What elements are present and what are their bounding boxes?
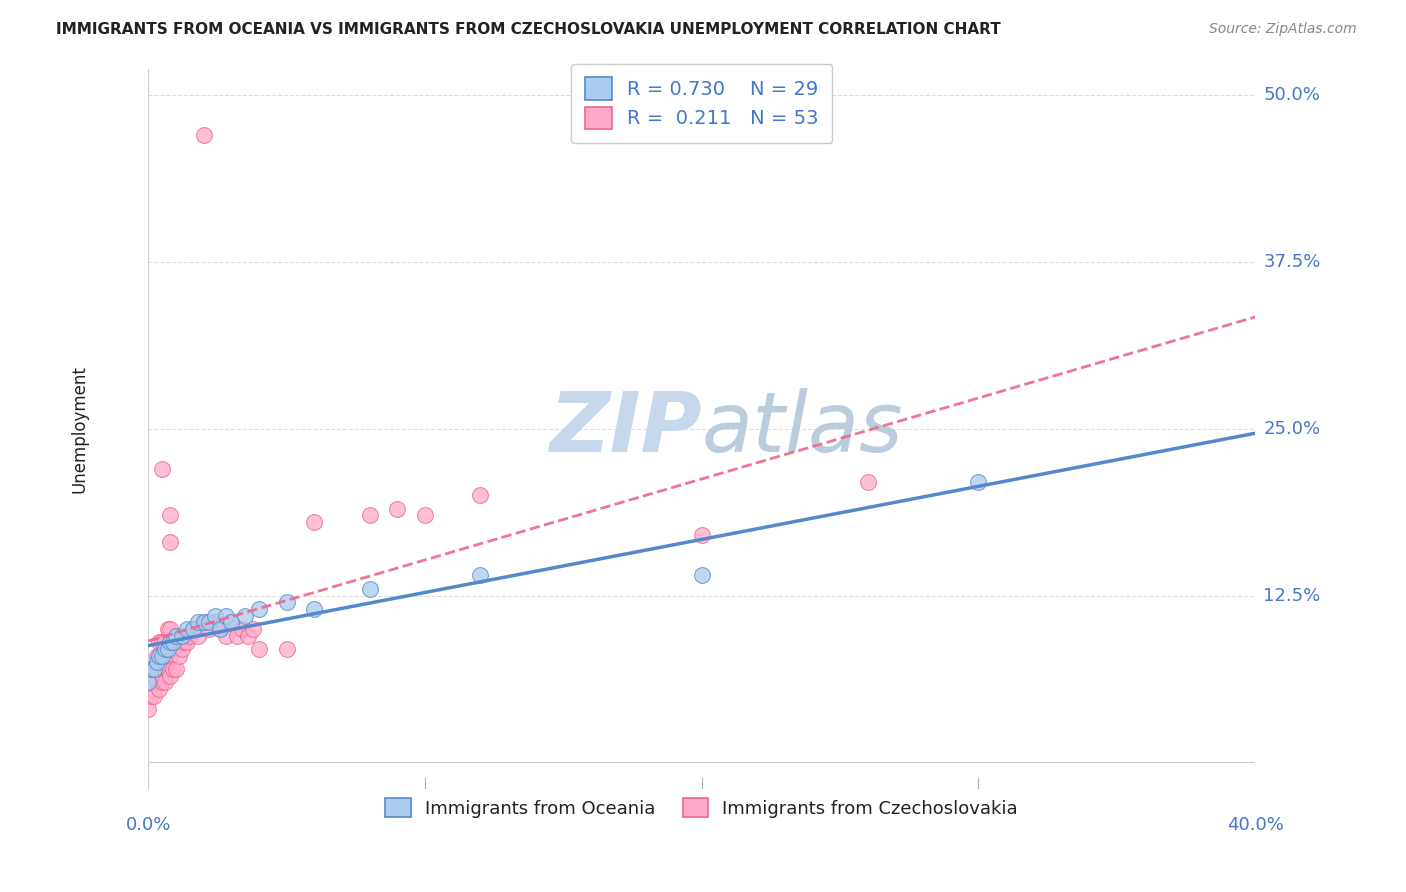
Point [150,462,173,476]
Point [145,655,167,669]
Point [156,662,179,676]
Point [247,641,270,656]
Point [173,635,195,649]
Point [413,508,436,523]
Point [162,641,184,656]
Point [193,615,215,630]
Point [162,635,184,649]
Point [167,648,190,663]
Point [142,689,165,703]
Point [159,648,181,663]
Point [138,702,160,716]
Point [304,515,326,529]
Point [165,635,187,649]
Point [247,602,270,616]
Point [145,648,167,663]
Point [204,608,226,623]
Text: Source: ZipAtlas.com: Source: ZipAtlas.com [1209,22,1357,37]
Point [165,628,187,642]
Point [159,535,181,549]
Point [181,622,204,636]
Point [159,622,181,636]
Point [153,655,176,669]
Point [276,641,298,656]
Point [179,628,201,642]
Point [148,681,170,696]
Point [387,501,409,516]
Point [967,475,990,489]
Point [162,662,184,676]
Point [221,615,243,630]
Point [187,615,209,630]
Point [233,608,256,623]
Point [193,615,215,630]
Point [198,622,221,636]
Point [204,615,226,630]
Point [145,662,167,676]
Text: ZIP: ZIP [550,388,702,469]
Point [153,635,176,649]
Text: 12.5%: 12.5% [1264,587,1320,605]
Point [221,615,243,630]
Point [304,602,326,616]
Point [181,622,204,636]
Point [856,475,879,489]
Text: IMMIGRANTS FROM OCEANIA VS IMMIGRANTS FROM CZECHOSLOVAKIA UNEMPLOYMENT CORRELATI: IMMIGRANTS FROM OCEANIA VS IMMIGRANTS FR… [56,22,1001,37]
Legend: Immigrants from Oceania, Immigrants from Czechoslovakia: Immigrants from Oceania, Immigrants from… [377,789,1026,827]
Point [139,662,162,676]
Point [225,628,247,642]
Point [156,622,179,636]
Point [176,622,198,636]
Point [159,635,181,649]
Point [148,635,170,649]
Point [209,622,232,636]
Point [236,628,259,642]
Point [215,628,238,642]
Point [138,675,160,690]
Point [150,635,173,649]
Point [470,488,492,502]
Point [276,595,298,609]
Point [209,622,232,636]
Point [148,648,170,663]
Point [193,128,215,143]
Point [470,568,492,582]
Point [690,528,713,542]
Point [187,628,209,642]
Point [150,675,173,690]
Point [142,662,165,676]
Point [139,689,162,703]
Point [690,568,713,582]
Point [153,675,176,690]
Text: atlas: atlas [702,388,904,469]
Point [170,628,193,642]
Point [159,508,181,523]
Point [165,662,187,676]
Point [159,668,181,682]
Point [150,655,173,669]
Text: 40.0%: 40.0% [1226,815,1284,834]
Point [359,582,381,596]
Point [215,608,238,623]
Text: 0.0%: 0.0% [125,815,172,834]
Text: 50.0%: 50.0% [1264,87,1320,104]
Point [156,641,179,656]
Text: Unemployment: Unemployment [70,365,89,492]
Point [139,662,162,676]
Point [145,675,167,690]
Point [176,635,198,649]
Point [142,662,165,676]
Text: 37.5%: 37.5% [1264,253,1320,271]
Point [170,641,193,656]
Point [150,648,173,663]
Point [231,622,253,636]
Text: 25.0%: 25.0% [1264,420,1320,438]
Point [148,655,170,669]
Point [359,508,381,523]
Point [156,641,179,656]
Point [153,641,176,656]
Point [242,622,264,636]
Point [198,615,221,630]
